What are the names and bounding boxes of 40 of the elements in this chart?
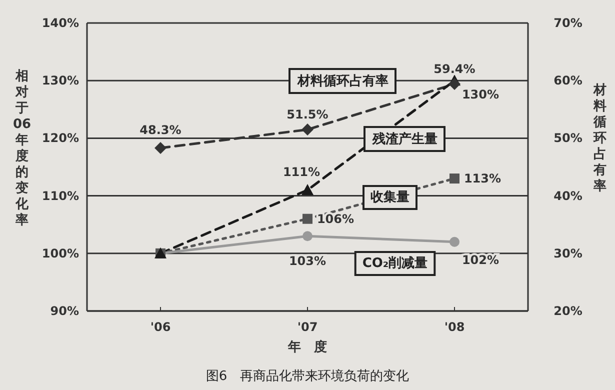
data-label: 130%: [462, 88, 500, 102]
point: [302, 214, 312, 224]
point: [302, 231, 312, 242]
y2-tick-label: 60%: [554, 74, 582, 88]
data-label: 103%: [288, 254, 326, 268]
series-label: CO₂削减量: [362, 256, 428, 271]
point: [302, 124, 314, 136]
x-axis-title: 年 度: [287, 339, 327, 355]
y-tick-label: 120%: [42, 131, 79, 146]
data-label: 102%: [462, 252, 500, 267]
x-tick-label: '06: [150, 320, 171, 334]
y2-tick-label: 40%: [554, 188, 582, 203]
y-tick-label: 140%: [42, 16, 79, 30]
data-label: 51.5%: [286, 108, 328, 122]
y-tick-label: 110%: [42, 188, 79, 203]
x-tick-label: '08: [444, 320, 465, 334]
y2-tick-label: 70%: [554, 16, 582, 30]
y-tick-label: 130%: [42, 74, 79, 88]
point: [450, 236, 460, 247]
y-tick-label: 90%: [50, 304, 79, 318]
data-label: 113%: [464, 172, 502, 186]
series-label: 残渣产生量: [372, 131, 438, 147]
text: 相对于06年度的变化率: [12, 69, 32, 228]
data-label: 59.4%: [434, 62, 476, 76]
y-tick-label: 100%: [42, 246, 79, 260]
y2-tick-label: 20%: [554, 304, 582, 318]
data-label: 48.3%: [140, 122, 182, 137]
point: [302, 184, 314, 196]
y2-tick-label: 50%: [554, 131, 582, 146]
series-label: 收集量: [370, 190, 410, 205]
data-label: 111%: [282, 165, 320, 180]
point: [448, 78, 460, 90]
y2-tick-label: 30%: [554, 246, 582, 260]
point: [450, 174, 460, 184]
caption: 图6 再商品化带来环境负荷的变化: [206, 368, 410, 384]
point: [154, 142, 166, 154]
y2-axis-title: 材料循环占有率: [592, 83, 606, 194]
data-label: 106%: [316, 212, 354, 226]
series-label: 材料循环占有率: [296, 73, 388, 89]
x-tick-label: '07: [297, 320, 318, 334]
